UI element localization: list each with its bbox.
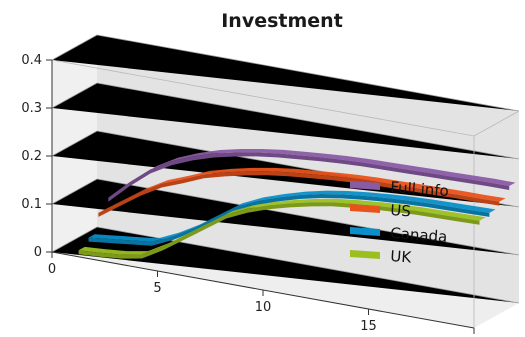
x-tick-label: 15 — [360, 319, 377, 334]
legend-label: Full info — [390, 178, 450, 200]
y-tick-label: 0.4 — [21, 53, 42, 68]
chart-axes: 00.10.20.30.405101520 — [21, 53, 475, 334]
y-gridline — [51, 82, 520, 160]
ribbon-surface — [88, 190, 496, 242]
chart-title: Investment — [221, 10, 343, 32]
ribbon-full-info — [108, 149, 516, 202]
legend-label: Canada — [390, 224, 448, 246]
x-tick-label: 10 — [255, 300, 272, 315]
legend-swatch — [350, 181, 380, 190]
legend-item: Full info — [350, 178, 449, 200]
y-gridline — [51, 34, 520, 112]
x-tick-label: 5 — [153, 281, 161, 296]
ribbon-edge — [88, 194, 490, 246]
legend-swatch — [350, 204, 380, 213]
legend-item: UK — [350, 247, 413, 267]
legend-swatch — [350, 227, 380, 236]
ribbon-canada — [88, 190, 496, 246]
y-tick-label: 0.3 — [21, 101, 42, 116]
x-tick-label: 0 — [48, 262, 56, 277]
y-tick-label: 0 — [34, 245, 42, 260]
y-tick-label: 0.2 — [21, 149, 42, 164]
legend-label: US — [390, 201, 412, 220]
y-tick-label: 0.1 — [21, 197, 42, 212]
ribbon-surface — [108, 149, 516, 198]
chart-ribbons — [78, 149, 516, 259]
legend-item: Canada — [350, 224, 448, 246]
legend-label: UK — [390, 247, 413, 266]
legend-item: US — [350, 201, 411, 220]
legend-swatch — [350, 250, 380, 259]
